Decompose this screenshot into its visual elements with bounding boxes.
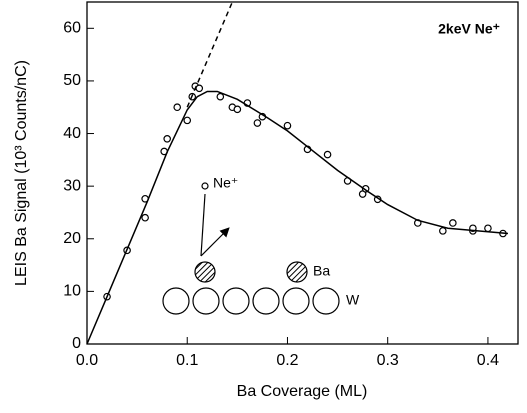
data-point [216,92,225,101]
annotation: 2keV Ne⁺ [438,21,500,37]
data-point [183,116,192,125]
data-point [439,227,447,235]
y-axis-title: LEIS Ba Signal (10³ Counts/nC) [13,60,30,286]
data-point [233,105,242,114]
data-point [323,150,332,159]
y-tick-label: 30 [63,177,81,194]
annotation: W [346,292,360,308]
data-point [195,84,204,93]
y-tick-label: 20 [63,230,81,247]
annotation: Ba [313,263,330,279]
y-tick-label: 0 [72,335,81,352]
x-tick-label: 0.3 [377,352,399,369]
extrapolation-line [186,1,234,108]
annotation: Ne⁺ [213,175,238,191]
x-tick-label: 0.2 [276,352,298,369]
data-point [283,121,292,130]
data-point [484,224,492,233]
inset-diagram [162,182,340,315]
y-tick-label: 10 [63,283,81,300]
y-tick-label: 60 [63,20,81,37]
x-tick-label: 0.4 [477,352,499,369]
x-tick-label: 0.1 [176,352,198,369]
fit-curve [86,90,509,345]
data-point [163,135,171,143]
data-point [141,213,149,222]
y-tick-label: 50 [63,72,81,89]
x-tick-label: 0.0 [76,352,98,369]
y-tick-label: 40 [63,125,81,142]
data-point [173,103,182,112]
plot-frame [86,1,519,345]
data-point [449,219,457,227]
data-point [253,119,262,127]
x-axis-title: Ba Coverage (ML) [237,383,368,400]
